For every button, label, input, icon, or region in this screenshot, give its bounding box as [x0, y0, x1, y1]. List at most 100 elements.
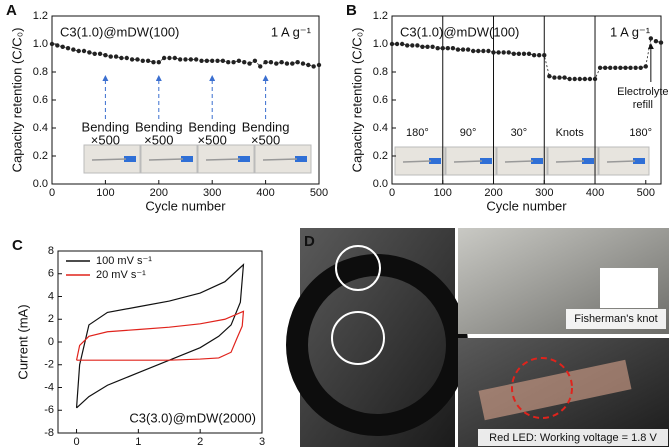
data-point — [178, 57, 182, 61]
data-point — [295, 60, 299, 64]
data-point — [638, 66, 642, 70]
data-point — [395, 42, 399, 46]
caption: Fisherman's knot — [574, 313, 657, 325]
data-point — [285, 61, 289, 65]
data-point — [425, 45, 429, 49]
photo-panel: D Fisherman's knot Red LED: Working volt… — [297, 228, 669, 447]
data-point — [466, 47, 470, 51]
annotation: Electrolyte — [617, 86, 668, 98]
data-point — [633, 66, 637, 70]
data-point — [194, 57, 198, 61]
x-axis-label: Cycle number — [145, 198, 226, 213]
data-point — [430, 45, 434, 49]
x-tick-label: 0 — [389, 187, 395, 199]
data-point — [613, 66, 617, 70]
data-point — [496, 50, 500, 54]
plot-frame — [58, 251, 262, 433]
data-point — [157, 60, 161, 64]
data-point — [66, 46, 70, 50]
data-point — [279, 60, 283, 64]
data-point — [578, 77, 582, 81]
data-point — [114, 54, 118, 58]
data-point — [623, 66, 627, 70]
y-tick-label: -2 — [44, 359, 54, 371]
x-tick-label: 200 — [150, 187, 168, 199]
data-point — [527, 52, 531, 56]
annotation: ×500 — [251, 132, 280, 147]
data-point — [588, 77, 592, 81]
series-line — [77, 265, 244, 408]
x-tick-label: 2 — [197, 436, 203, 447]
data-point — [258, 64, 262, 68]
legend-label: 100 mV s⁻¹ — [96, 255, 152, 267]
data-point — [317, 63, 321, 67]
data-point — [435, 46, 439, 50]
data-point — [476, 49, 480, 53]
x-tick-label: 100 — [434, 187, 452, 199]
data-point — [410, 43, 414, 47]
data-point — [405, 43, 409, 47]
data-point — [215, 59, 219, 63]
segment-label: 30° — [511, 127, 528, 139]
data-point — [77, 49, 81, 53]
photo-fiber — [92, 159, 126, 160]
data-point — [55, 43, 59, 47]
data-point — [274, 61, 278, 65]
annotation: ×500 — [144, 132, 173, 147]
panel-label: D — [304, 233, 315, 250]
data-point — [301, 61, 305, 65]
y-axis-label: Current (mA) — [15, 304, 30, 379]
y-tick-label: -8 — [44, 427, 54, 439]
y-tick-label: 0.8 — [373, 66, 388, 78]
rate-label: 1 A g⁻¹ — [610, 24, 651, 39]
y-tick-label: 0.6 — [33, 94, 48, 106]
data-point — [82, 49, 86, 53]
data-point — [226, 60, 230, 64]
data-point — [618, 66, 622, 70]
data-point — [98, 52, 102, 56]
annotation: refill — [633, 99, 653, 111]
data-point — [93, 52, 97, 56]
data-point — [242, 60, 246, 64]
annotation: ×500 — [91, 132, 120, 147]
y-tick-label: 1.0 — [33, 38, 48, 50]
data-point — [415, 43, 419, 47]
data-point — [420, 45, 424, 49]
panel-label: A — [6, 2, 17, 19]
data-point — [608, 66, 612, 70]
data-point — [532, 53, 536, 57]
photo-fiber — [206, 159, 240, 160]
y-tick-label: 1.0 — [373, 38, 388, 50]
data-point — [141, 59, 145, 63]
data-point — [557, 75, 561, 79]
data-point — [125, 56, 129, 60]
data-point — [167, 56, 171, 60]
x-tick-label: 0 — [49, 187, 55, 199]
y-tick-label: 2 — [48, 313, 54, 325]
x-tick-label: 300 — [535, 187, 553, 199]
data-point — [583, 77, 587, 81]
data-point — [135, 57, 139, 61]
y-tick-label: -4 — [44, 381, 54, 393]
caption: Red LED: Working voltage = 1.8 V — [489, 432, 657, 444]
data-point — [290, 61, 294, 65]
photo-fiber — [149, 159, 183, 160]
data-point — [573, 77, 577, 81]
data-point — [659, 40, 663, 44]
data-point — [146, 59, 150, 63]
data-point — [87, 50, 91, 54]
photo-fiber — [556, 161, 584, 162]
annotation: ×500 — [198, 132, 227, 147]
y-axis-label: Capacity retention (C/C₀) — [349, 28, 364, 173]
data-point — [71, 47, 75, 51]
y-tick-label: 1.2 — [33, 10, 48, 22]
data-point — [593, 77, 597, 81]
data-point — [552, 75, 556, 79]
y-tick-label: 6 — [48, 268, 54, 280]
y-tick-label: 0.4 — [373, 122, 388, 134]
data-point — [390, 42, 394, 46]
segment-label: 90° — [460, 127, 477, 139]
x-tick-label: 1 — [135, 436, 141, 447]
data-point — [537, 53, 541, 57]
data-point — [109, 54, 113, 58]
